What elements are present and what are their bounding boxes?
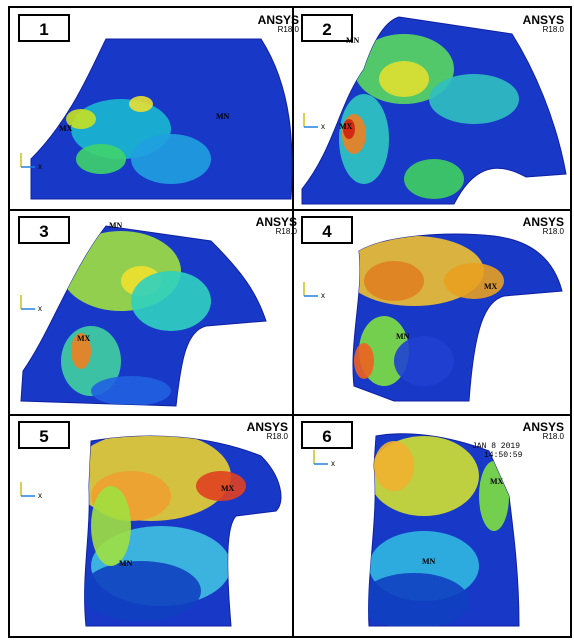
brand: ANSYS bbox=[247, 420, 288, 434]
contour-band bbox=[404, 159, 464, 199]
brand: ANSYS bbox=[523, 420, 564, 434]
contour-band bbox=[343, 119, 355, 139]
marker: MN bbox=[396, 332, 410, 341]
panel-number: 2 bbox=[322, 20, 331, 39]
contour-band bbox=[394, 336, 454, 386]
contour-band bbox=[429, 74, 519, 124]
marker: MX bbox=[339, 122, 353, 131]
panel-number: 1 bbox=[39, 20, 48, 39]
axis-label: x bbox=[38, 491, 42, 500]
axis-label: x bbox=[38, 162, 42, 171]
axis-label: x bbox=[331, 459, 335, 468]
contour-band bbox=[131, 271, 211, 331]
contour-band bbox=[131, 134, 211, 184]
contour-band bbox=[91, 376, 171, 406]
contours bbox=[66, 96, 211, 184]
contour-band bbox=[129, 96, 153, 112]
contour-band bbox=[84, 561, 201, 621]
contour-band bbox=[368, 573, 469, 626]
marker: MN bbox=[119, 559, 133, 568]
version: R18.0 bbox=[276, 227, 298, 236]
marker: MX bbox=[490, 477, 504, 486]
contour-band bbox=[364, 261, 424, 301]
version: R18.0 bbox=[543, 227, 565, 236]
marker: MN bbox=[422, 557, 436, 566]
time: 14:50:59 bbox=[484, 451, 523, 460]
contours bbox=[352, 236, 504, 386]
label-box bbox=[301, 216, 353, 244]
panel-number: 6 bbox=[322, 427, 331, 446]
version: R18.0 bbox=[267, 432, 289, 441]
marker: MX bbox=[221, 484, 235, 493]
label-box bbox=[18, 421, 70, 449]
panel-number: 4 bbox=[322, 222, 332, 241]
contours bbox=[368, 436, 509, 626]
brand: ANSYS bbox=[523, 13, 564, 27]
brand: ANSYS bbox=[258, 13, 299, 27]
marker: MN bbox=[216, 112, 230, 121]
label-box bbox=[301, 421, 353, 449]
contours bbox=[339, 34, 519, 199]
marker: MX bbox=[484, 282, 498, 291]
version: R18.0 bbox=[543, 432, 565, 441]
contour-band bbox=[71, 333, 91, 369]
panel-number: 3 bbox=[39, 222, 48, 241]
brand: ANSYS bbox=[523, 215, 564, 229]
contour-band bbox=[374, 441, 414, 491]
label-box bbox=[18, 216, 70, 244]
axis-label: x bbox=[38, 304, 42, 313]
marker: MX bbox=[77, 334, 91, 343]
contour-band bbox=[196, 471, 246, 501]
panel-number: 5 bbox=[39, 427, 48, 446]
contour-band bbox=[354, 343, 374, 379]
axis-label: x bbox=[321, 122, 325, 131]
marker: MN bbox=[109, 221, 123, 230]
brand: ANSYS bbox=[256, 215, 297, 229]
contour-band bbox=[444, 263, 504, 299]
contour-band bbox=[91, 486, 131, 566]
contours bbox=[84, 436, 246, 621]
axis-label: x bbox=[321, 291, 325, 300]
marker: MN bbox=[346, 36, 360, 45]
version: R18.0 bbox=[543, 25, 565, 34]
contours bbox=[61, 231, 211, 406]
label-box bbox=[301, 14, 353, 42]
version: R18.0 bbox=[278, 25, 300, 34]
marker: MX bbox=[59, 124, 73, 133]
contour-band bbox=[76, 144, 126, 174]
contour-band bbox=[379, 61, 429, 97]
label-box bbox=[18, 14, 70, 42]
contour-band bbox=[66, 109, 96, 129]
date: JAN 8 2019 bbox=[472, 442, 520, 451]
